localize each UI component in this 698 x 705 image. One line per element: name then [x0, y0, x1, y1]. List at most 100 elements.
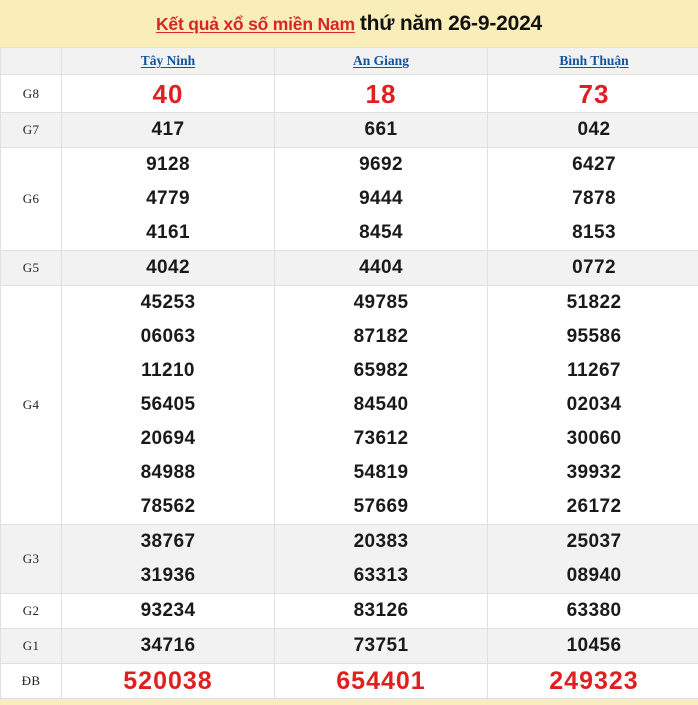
prize-number: 08940 — [488, 559, 698, 593]
prize-number: 6427 — [488, 148, 698, 182]
header-province-1: An Giang — [275, 48, 488, 75]
prize-number: 63380 — [488, 594, 698, 628]
province-link-tay-ninh[interactable]: Tây Ninh — [141, 53, 195, 68]
prize-number: 63313 — [275, 559, 487, 593]
prize-cell-g5-t-y-ninh: 4042 — [62, 251, 275, 286]
prize-number: 54819 — [275, 456, 487, 490]
prize-number: 7878 — [488, 182, 698, 216]
prize-label-g6: G6 — [1, 148, 62, 251]
prize-cell-b-an-giang: 654401 — [275, 664, 488, 699]
prize-number: 11210 — [62, 354, 274, 388]
province-link-an-giang[interactable]: An Giang — [353, 53, 409, 68]
prize-number: 73751 — [275, 629, 487, 663]
prize-number: 0772 — [488, 251, 698, 285]
result-date: thứ năm 26-9-2024 — [360, 12, 542, 35]
prize-cell-g7-an-giang: 661 — [275, 113, 488, 148]
prize-number: 95586 — [488, 320, 698, 354]
prize-cell-g8-an-giang: 18 — [275, 75, 488, 113]
prize-number: 06063 — [62, 320, 274, 354]
prize-cell-g5-an-giang: 4404 — [275, 251, 488, 286]
prize-number: 20383 — [275, 525, 487, 559]
prize-number: 93234 — [62, 594, 274, 628]
prize-cell-g1-b-nh-thu-n: 10456 — [488, 629, 698, 664]
prize-number: 4042 — [62, 251, 274, 285]
prize-number: 56405 — [62, 388, 274, 422]
prize-number: 49785 — [275, 286, 487, 320]
prize-cell-b-t-y-ninh: 520038 — [62, 664, 275, 699]
prize-cell-g1-t-y-ninh: 34716 — [62, 629, 275, 664]
prize-number: 9692 — [275, 148, 487, 182]
prize-number: 26172 — [488, 490, 698, 524]
prize-number: 38767 — [62, 525, 274, 559]
prize-number: 10456 — [488, 629, 698, 663]
prize-number: 83126 — [275, 594, 487, 628]
prize-number: 11267 — [488, 354, 698, 388]
prize-cell-g2-b-nh-thu-n: 63380 — [488, 594, 698, 629]
prize-number: 87182 — [275, 320, 487, 354]
prize-label-g4: G4 — [1, 286, 62, 525]
province-link-binh-thuan[interactable]: Bình Thuận — [559, 53, 628, 68]
prize-number: 249323 — [488, 664, 698, 698]
prize-cell-g5-b-nh-thu-n: 0772 — [488, 251, 698, 286]
header-corner-cell — [1, 48, 62, 75]
prize-number: 45253 — [62, 286, 274, 320]
prize-number: 25037 — [488, 525, 698, 559]
prize-cell-b-b-nh-thu-n: 249323 — [488, 664, 698, 699]
prize-cell-g2-t-y-ninh: 93234 — [62, 594, 275, 629]
prize-cell-g1-an-giang: 73751 — [275, 629, 488, 664]
prize-number: 31936 — [62, 559, 274, 593]
prize-label-g8: G8 — [1, 75, 62, 113]
prize-number: 84988 — [62, 456, 274, 490]
prize-cell-g2-an-giang: 83126 — [275, 594, 488, 629]
prize-cell-g7-t-y-ninh: 417 — [62, 113, 275, 148]
prize-number: 39932 — [488, 456, 698, 490]
prize-cell-g8-b-nh-thu-n: 73 — [488, 75, 698, 113]
prize-label-g2: G2 — [1, 594, 62, 629]
prize-number: 73612 — [275, 422, 487, 456]
prize-number: 20694 — [62, 422, 274, 456]
prize-cell-g8-t-y-ninh: 40 — [62, 75, 275, 113]
prize-number: 78562 — [62, 490, 274, 524]
lottery-region-link[interactable]: Kết quả xổ số miền Nam — [156, 14, 355, 34]
prize-label-g1: G1 — [1, 629, 62, 664]
table-header-row: Tây Ninh An Giang Bình Thuận — [1, 48, 698, 75]
prize-number: 73 — [488, 77, 698, 111]
header-province-0: Tây Ninh — [62, 48, 275, 75]
prize-label-g5: G5 — [1, 251, 62, 286]
prize-number: 417 — [62, 113, 274, 147]
prize-number: 51822 — [488, 286, 698, 320]
prize-number: 84540 — [275, 388, 487, 422]
prize-number: 4161 — [62, 216, 274, 250]
prize-number: 18 — [275, 77, 487, 111]
prize-number: 4779 — [62, 182, 274, 216]
footer-strip — [0, 699, 698, 705]
header-province-2: Bình Thuận — [488, 48, 698, 75]
prize-number: 34716 — [62, 629, 274, 663]
prize-number: 654401 — [275, 664, 487, 698]
prize-cell-g7-b-nh-thu-n: 042 — [488, 113, 698, 148]
prize-number: 9128 — [62, 148, 274, 182]
prize-number: 9444 — [275, 182, 487, 216]
prize-number: 8153 — [488, 216, 698, 250]
prize-number: 661 — [275, 113, 487, 147]
prize-number: 57669 — [275, 490, 487, 524]
